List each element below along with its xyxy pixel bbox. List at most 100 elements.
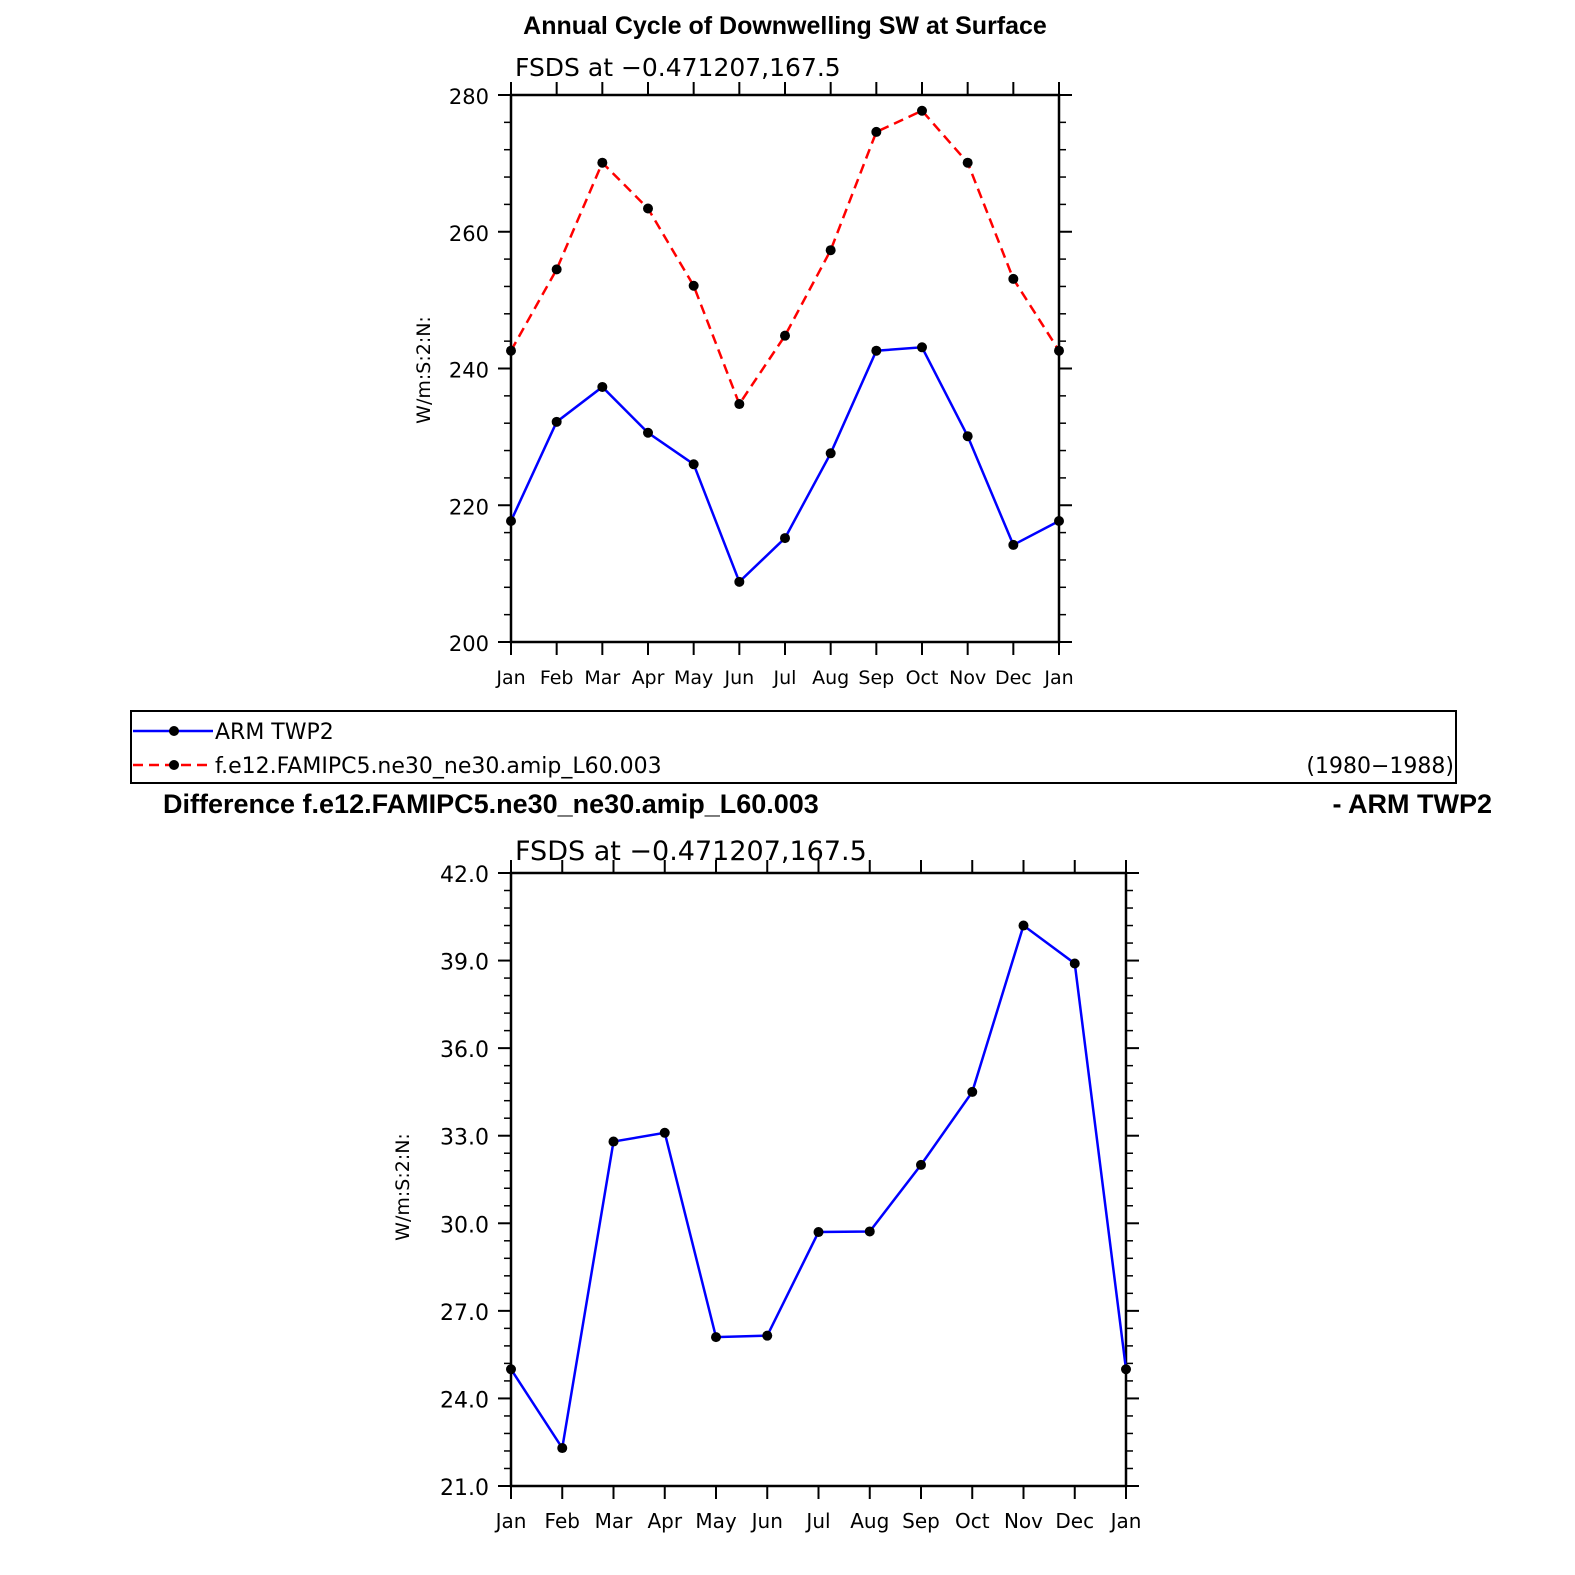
chart1-x-tick-label: Jul <box>773 667 797 689</box>
chart1-series-1-point <box>780 330 790 341</box>
chart1-series-1-point <box>643 203 653 214</box>
chart1-y-axis-label: W/m:S:2:N: <box>413 316 435 424</box>
chart1-x-tick-label: Mar <box>584 667 620 689</box>
chart1-x-tick-label: May <box>674 667 713 689</box>
chart1-series-1-point <box>506 345 516 356</box>
chart1-series-1-point <box>1008 273 1019 284</box>
chart2-series-0-point <box>813 1227 824 1238</box>
legend-period: (1980−1988) <box>1306 754 1454 779</box>
chart1-series-1-point <box>734 399 745 410</box>
chart2-x-tick-label: Jul <box>804 1509 830 1533</box>
chart2-frame <box>509 871 1128 1488</box>
chart1-series-0-point <box>734 576 745 587</box>
chart1-x-tick-label: Apr <box>632 667 665 689</box>
chart2-series-0-point <box>711 1332 721 1343</box>
chart2-title: Difference f.e12.FAMIPC5.ne30_ne30.amip_… <box>163 789 819 819</box>
chart2-y-tick-label: 42.0 <box>440 863 489 888</box>
chart1-series-1-point <box>917 105 927 116</box>
chart1-series-0-point <box>1008 539 1019 550</box>
chart2-x-tick-label: Jan <box>494 1509 527 1533</box>
chart2-subtitle: FSDS at −0.471207,167.5 <box>515 836 867 867</box>
chart2-y-axis-label: W/m:S:2:N: <box>392 1133 414 1241</box>
chart1-x-tick-label: Jan <box>1043 667 1073 689</box>
chart1-y-tick-label: 280 <box>449 85 489 109</box>
chart2-y-tick-label: 27.0 <box>440 1301 489 1326</box>
chart2-x-tick-label: Nov <box>1004 1509 1043 1533</box>
chart2-series-line-0 <box>509 923 1128 1452</box>
chart2-y-tick-label: 33.0 <box>440 1126 489 1151</box>
chart2-series-0-point <box>967 1086 978 1097</box>
chart2-x-tick-label: Jan <box>1109 1509 1142 1533</box>
chart1-series-1-point <box>962 157 973 168</box>
chart2-title-right: - ARM TWP2 <box>1333 789 1492 819</box>
chart1-y-tick-label: 220 <box>449 495 489 519</box>
chart1-series-0-point <box>780 533 790 544</box>
chart1-x-tick-label: Aug <box>812 667 849 689</box>
chart1-x-tick-label: Jun <box>723 667 754 689</box>
chart1-series-0-point <box>597 381 608 392</box>
chart1-y-tick-label: 260 <box>449 222 489 246</box>
chart1-series-1-point <box>688 280 699 291</box>
legend-box <box>130 710 1457 784</box>
chart1-series-0-point <box>1054 515 1064 526</box>
chart1-series-0-point <box>506 515 516 526</box>
chart1-x-tick-label: Feb <box>540 667 574 689</box>
legend-marker-arm <box>169 726 179 736</box>
chart2-x-tick-label: Feb <box>545 1509 580 1533</box>
chart1-series-0-point <box>643 427 653 438</box>
chart1-series-0-point <box>871 345 882 356</box>
chart1-series-line-0 <box>509 345 1060 585</box>
chart2-series-0-point <box>1121 1364 1131 1375</box>
chart2-x-tick-label: Jun <box>750 1509 783 1533</box>
chart2-x-tick-label: Dec <box>1055 1509 1094 1533</box>
chart1-series-0-point <box>917 342 927 353</box>
chart1-x-tick-label: Nov <box>949 667 986 689</box>
chart1-series-1-point <box>597 157 608 168</box>
legend-label-arm: ARM TWP2 <box>215 720 334 745</box>
legend-marker-model <box>169 760 179 770</box>
chart1-series-1-point <box>551 264 562 275</box>
chart2-series-0-point <box>506 1364 516 1375</box>
chart1-x-tick-label: Oct <box>906 667 939 689</box>
chart2-series-0-point <box>916 1159 926 1170</box>
chart2-series-0-point <box>659 1127 670 1138</box>
legend: ARM TWP2 f.e12.FAMIPC5.ne30_ne30.amip_L6… <box>130 710 1457 784</box>
chart1-series-1-point <box>1054 345 1064 356</box>
chart1-series-0-point <box>551 416 562 427</box>
chart1-frame <box>509 93 1061 644</box>
chart2-y-tick-label: 24.0 <box>440 1388 489 1413</box>
chart2-x-tick-label: Oct <box>955 1509 990 1533</box>
chart1-series-0-point <box>962 431 973 442</box>
chart2-plot: Jan Feb Mar Apr May Jun Jul Aug Sep Oct Nov Dec Jan2… <box>440 860 1141 1533</box>
chart2-x-tick-label: Sep <box>902 1509 940 1533</box>
chart2-series-0-point <box>1018 920 1029 931</box>
chart2-series-0-point <box>608 1136 619 1147</box>
chart1-x-tick-label: Sep <box>858 667 894 689</box>
chart1-subtitle: FSDS at −0.471207,167.5 <box>515 53 841 82</box>
chart2-y-tick-label: 39.0 <box>440 951 489 976</box>
chart1-x-tick-label: Jan <box>495 667 525 689</box>
chart2-y-tick-label: 36.0 <box>440 1038 489 1063</box>
chart1-plot: Jan Feb Mar Apr May Jun Jul Aug Sep Oct Nov Dec Jan 2… <box>449 82 1074 689</box>
chart2-x-tick-label: Aug <box>850 1509 889 1533</box>
chart1-series-line-1 <box>509 109 1061 407</box>
chart2-x-tick-label: Mar <box>595 1509 634 1533</box>
chart2-x-tick-label: Apr <box>647 1509 682 1533</box>
chart1-series-0-point <box>688 459 699 470</box>
legend-label-model: f.e12.FAMIPC5.ne30_ne30.amip_L60.003 <box>215 754 662 779</box>
chart1-series-1-point <box>871 126 882 137</box>
chart1-x-tick-label: Dec <box>995 667 1032 689</box>
chart2-x-tick-label: May <box>695 1509 737 1533</box>
chart2-series-0-point <box>557 1443 568 1454</box>
chart1-y-tick-label: 200 <box>449 632 489 656</box>
chart2-series-0-point <box>762 1330 773 1341</box>
chart1-series-1-point <box>825 245 836 256</box>
chart1-series-0-point <box>825 448 836 459</box>
chart2-series-0-point <box>864 1226 875 1237</box>
chart1-y-tick-label: 240 <box>449 359 489 383</box>
chart2-y-tick-label: 21.0 <box>440 1476 489 1501</box>
chart2-y-tick-label: 30.0 <box>440 1213 489 1238</box>
chart1-title: Annual Cycle of Downwelling SW at Surfac… <box>523 12 1047 40</box>
chart2-series-0-point <box>1069 958 1080 969</box>
